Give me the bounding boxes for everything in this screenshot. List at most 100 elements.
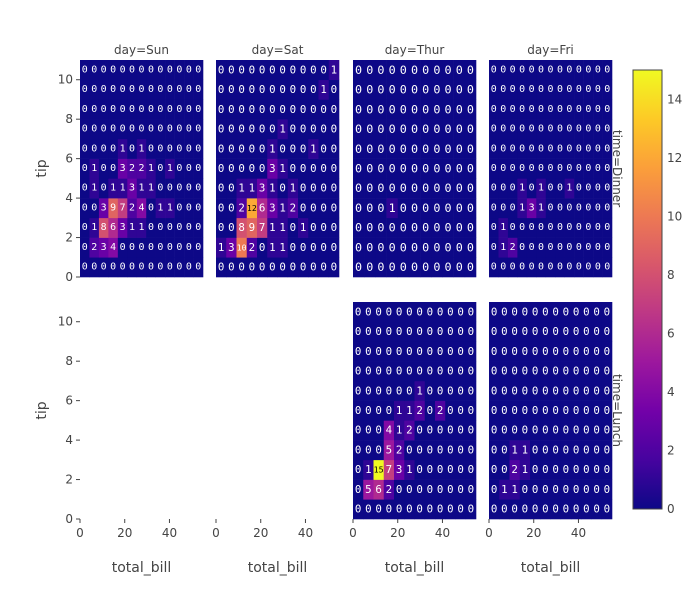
cell-label: 0 xyxy=(538,222,544,233)
cell-label: 0 xyxy=(542,305,548,318)
heatmap-cell xyxy=(591,479,603,500)
heatmap-cell xyxy=(298,119,309,140)
cell-label: 0 xyxy=(445,142,452,156)
cell-label: 0 xyxy=(522,404,528,417)
heatmap-cell xyxy=(287,99,299,120)
cell-label: 0 xyxy=(532,384,538,397)
cell-label: 0 xyxy=(400,221,407,235)
y-tick-label: 6 xyxy=(65,152,73,166)
heatmap-cell xyxy=(364,79,376,100)
heatmap-cell xyxy=(364,178,376,199)
cell-label: 0 xyxy=(186,124,192,135)
heatmap-cell xyxy=(80,158,90,179)
cell-label: 0 xyxy=(593,325,599,338)
heatmap-cell xyxy=(431,158,443,179)
heatmap-cell xyxy=(530,459,541,480)
heatmap-cell xyxy=(146,217,156,238)
heatmap-cell xyxy=(267,99,278,120)
heatmap-cell xyxy=(591,499,603,520)
cell-label: 0 xyxy=(529,104,535,115)
heatmap-cell xyxy=(404,420,415,441)
heatmap-cell xyxy=(216,99,227,120)
heatmap-cell xyxy=(277,178,289,199)
cell-label: 0 xyxy=(548,242,554,253)
heatmap-cell xyxy=(555,237,565,258)
cell-label: 0 xyxy=(467,221,474,235)
cell-label: 0 xyxy=(279,103,285,116)
cell-label: 0 xyxy=(422,83,429,97)
cell-label: 0 xyxy=(447,325,453,338)
heatmap-cell xyxy=(165,99,175,120)
cell-label: 0 xyxy=(548,124,554,135)
heatmap-cell xyxy=(499,400,510,421)
cell-label: 2 xyxy=(129,163,135,174)
cell-label: 0 xyxy=(437,424,443,437)
cell-label: 0 xyxy=(468,463,474,476)
cell-label: 1 xyxy=(310,142,316,155)
cell-label: 0 xyxy=(148,143,154,154)
cell-label: 0 xyxy=(167,64,173,75)
heatmap-cell xyxy=(602,60,613,81)
cell-label: 0 xyxy=(576,64,582,75)
cell-label: 0 xyxy=(148,64,154,75)
cell-label: 0 xyxy=(557,163,563,174)
heatmap-cell xyxy=(246,217,258,238)
heatmap-cell xyxy=(277,99,289,120)
heatmap-cell xyxy=(193,237,204,258)
cell-label: 0 xyxy=(416,345,422,358)
cell-label: 0 xyxy=(249,83,255,96)
heatmap-cell xyxy=(530,440,541,461)
heatmap-cell xyxy=(353,400,364,421)
cell-label: 0 xyxy=(583,424,589,437)
heatmap-cell xyxy=(519,400,531,421)
cell-label: 0 xyxy=(467,102,474,116)
cell-label: 0 xyxy=(491,242,497,253)
cell-label: 0 xyxy=(400,181,407,195)
heatmap-cell xyxy=(464,138,477,159)
heatmap-cell xyxy=(80,198,90,219)
cell-label: 0 xyxy=(519,242,525,253)
heatmap-cell xyxy=(517,257,528,278)
heatmap-cell xyxy=(136,237,147,258)
heatmap-cell xyxy=(165,237,175,258)
heatmap-cell xyxy=(593,119,603,140)
cell-label: 1 xyxy=(416,384,422,397)
cell-label: 0 xyxy=(101,124,107,135)
heatmap-cell xyxy=(414,321,426,342)
heatmap-cell xyxy=(318,178,330,199)
cell-label: 0 xyxy=(129,124,135,135)
cell-label: 0 xyxy=(552,305,558,318)
heatmap-cell xyxy=(404,400,415,421)
heatmap-cell xyxy=(435,341,446,362)
heatmap-cell xyxy=(498,158,509,179)
colorbar-tick-label: 4 xyxy=(667,385,675,399)
cell-label: 0 xyxy=(529,242,535,253)
cell-label: 0 xyxy=(366,260,373,274)
cell-label: 0 xyxy=(139,64,145,75)
cell-label: 0 xyxy=(300,162,306,175)
heatmap-cell xyxy=(308,178,319,199)
cell-label: 0 xyxy=(422,201,429,215)
heatmap-cell xyxy=(431,60,443,81)
heatmap-cell xyxy=(465,380,477,401)
heatmap-cell xyxy=(431,119,443,140)
heatmap-cell xyxy=(455,420,467,441)
cell-label: 0 xyxy=(576,202,582,213)
cell-label: 0 xyxy=(396,503,402,516)
heatmap-cell xyxy=(509,479,521,500)
cell-label: 0 xyxy=(129,262,135,273)
cell-label: 0 xyxy=(604,163,610,174)
cell-label: 1 xyxy=(279,123,285,136)
cell-label: 0 xyxy=(406,483,412,496)
cell-label: 0 xyxy=(110,143,116,154)
heatmap-cell xyxy=(375,138,387,159)
heatmap-cell xyxy=(174,138,185,159)
heatmap-cell xyxy=(593,60,603,81)
heatmap-cell xyxy=(499,459,510,480)
cell-label: 0 xyxy=(120,84,126,95)
cell-label: 0 xyxy=(552,365,558,378)
heatmap-cell xyxy=(591,380,603,401)
heatmap-cell xyxy=(174,217,185,238)
heatmap-cell xyxy=(601,479,613,500)
cell-label: 0 xyxy=(468,503,474,516)
